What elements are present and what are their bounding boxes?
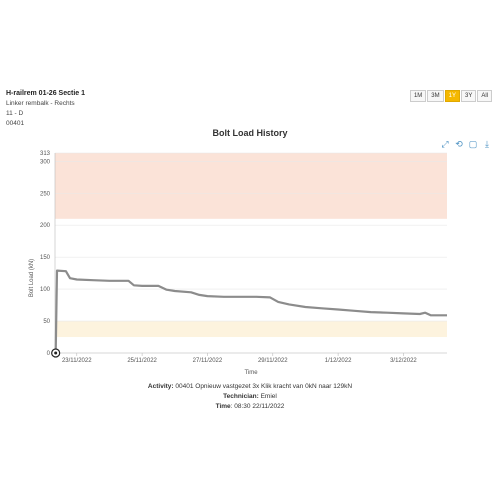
fullscreen-icon[interactable]: ▢: [468, 139, 478, 149]
x-tick-label: 27/11/2022: [193, 358, 223, 364]
x-tick-label: 23/11/2022: [62, 358, 92, 364]
activity-line: Activity: 00401 Opnieuw vastgezet 3x Kli…: [0, 382, 500, 392]
y-axis-label: Bolt Load (kN): [29, 259, 35, 297]
bolt-load-series-line: [54, 269, 447, 354]
restore-icon[interactable]: ⟲: [455, 139, 463, 149]
y-tick-label: 0: [47, 351, 51, 357]
y-tick-label: 50: [43, 319, 50, 325]
y-tick-label: 300: [40, 159, 51, 165]
asset-title: H-railrem 01-26 Sectie 1: [6, 90, 85, 97]
range-button-1m[interactable]: 1M: [409, 90, 427, 102]
y-tick-label: 250: [40, 191, 51, 197]
event-details: Activity: 00401 Opnieuw vastgezet 3x Kli…: [0, 382, 500, 412]
range-button-3m[interactable]: 3M: [427, 90, 444, 102]
x-tick-label: 1/12/2022: [325, 358, 352, 364]
range-selector: 1M 3M 1Y 3Y All: [409, 90, 492, 102]
x-tick-label: 3/12/2022: [390, 358, 417, 364]
event-marker-dot: [54, 351, 58, 355]
asset-header: H-railrem 01-26 Sectie 1 Linker rembalk …: [6, 89, 85, 129]
time-label: Time: [215, 403, 231, 410]
activity-label: Activity:: [147, 383, 174, 390]
asset-code: 00401: [6, 120, 25, 127]
activity-value: 00401 Opnieuw vastgezet 3x Klik kracht v…: [173, 383, 353, 390]
y-tick-label: 313: [40, 151, 51, 157]
asset-location: Linker rembalk - Rechts: [6, 100, 75, 107]
y-tick-label: 150: [40, 255, 51, 261]
technician-line: Technician: Emiel: [0, 392, 500, 402]
x-tick-label: 25/11/2022: [127, 358, 157, 364]
range-button-all[interactable]: All: [477, 90, 492, 102]
range-button-1y[interactable]: 1Y: [444, 90, 460, 102]
download-icon[interactable]: ⤓: [485, 139, 489, 149]
technician-label: Technician:: [223, 393, 259, 400]
x-tick-label: 29/11/2022: [258, 358, 288, 364]
chart-title: Bolt Load History: [212, 128, 288, 138]
technician-value: Emiel: [258, 393, 277, 400]
zoom-reset-icon[interactable]: ⤢: [441, 139, 449, 149]
range-button-3y[interactable]: 3Y: [460, 90, 477, 102]
chart-toolbar: ⤢ ⟲ ▢ ⤓: [440, 139, 492, 149]
x-axis-label: Time: [244, 370, 258, 376]
asset-position: 11 - D: [6, 110, 24, 117]
time-line: Time: 08:30 22/11/2022: [0, 402, 500, 412]
y-tick-label: 100: [40, 287, 51, 293]
threshold-band-lower: [55, 321, 447, 338]
time-value: : 08:30 22/11/2022: [230, 403, 285, 410]
threshold-band-upper: [55, 153, 447, 219]
y-tick-label: 200: [40, 223, 51, 229]
